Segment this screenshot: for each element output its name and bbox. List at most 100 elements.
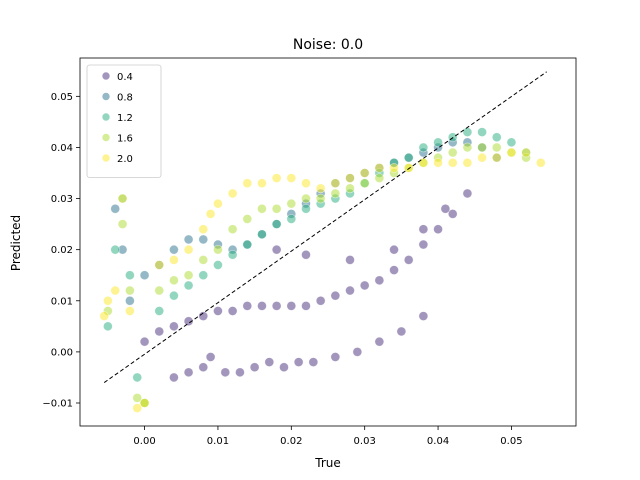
data-point: [477, 127, 487, 137]
data-point: [374, 336, 385, 347]
data-point: [491, 152, 502, 163]
data-point: [183, 316, 194, 327]
data-point: [462, 127, 473, 137]
legend-label: 1.6: [117, 134, 133, 145]
data-point: [396, 326, 407, 337]
reference-line: [103, 71, 547, 383]
data-point: [139, 270, 150, 281]
data-point: [301, 301, 311, 311]
series-1.2: [103, 127, 531, 408]
x-tick-label: 0.03: [354, 436, 376, 447]
y-tick-label: −0.01: [42, 399, 73, 410]
data-point: [169, 321, 179, 332]
y-tick-label: 0.05: [51, 92, 73, 103]
data-point: [205, 209, 216, 219]
data-point: [183, 270, 194, 281]
legend-marker: [101, 71, 111, 81]
data-point: [506, 137, 517, 148]
data-point: [213, 244, 223, 255]
data-point: [198, 311, 209, 321]
data-point: [389, 163, 399, 173]
data-point: [301, 178, 311, 189]
data-point: [301, 193, 311, 204]
data-point: [330, 352, 341, 362]
data-point: [125, 306, 135, 316]
data-point: [154, 306, 165, 316]
data-point: [535, 157, 546, 168]
data-point: [389, 244, 399, 255]
data-point: [183, 244, 194, 255]
data-point: [132, 393, 143, 403]
data-point: [271, 219, 282, 229]
x-tick-label: 0.05: [500, 436, 522, 447]
data-point: [374, 275, 385, 286]
data-point: [205, 352, 216, 362]
data-point: [257, 301, 267, 311]
data-point: [125, 270, 135, 281]
data-point: [103, 321, 113, 332]
data-point: [447, 147, 458, 158]
data-point: [477, 142, 487, 153]
data-point: [183, 280, 194, 291]
data-point: [213, 260, 223, 270]
data-point: [491, 142, 502, 153]
data-point: [271, 203, 282, 214]
data-point: [271, 301, 282, 311]
legend-label: 0.8: [117, 93, 133, 104]
plot-area: [99, 71, 547, 413]
data-point: [198, 362, 209, 373]
data-point: [403, 152, 414, 163]
data-point: [447, 209, 458, 219]
legend-label: 1.2: [117, 113, 133, 124]
data-point: [352, 347, 363, 357]
data-point: [110, 285, 121, 296]
data-point: [169, 255, 179, 265]
data-point: [418, 239, 429, 250]
data-point: [242, 214, 253, 224]
data-point: [132, 372, 143, 383]
data-point: [462, 142, 473, 153]
data-point: [301, 249, 311, 260]
axes-frame: [79, 57, 577, 427]
data-point: [359, 168, 370, 178]
legend-label: 2.0: [117, 154, 133, 165]
data-point: [374, 163, 385, 173]
data-point: [389, 265, 399, 275]
data-point: [403, 255, 414, 265]
data-point: [257, 178, 267, 189]
data-point: [279, 362, 289, 373]
data-point: [293, 357, 304, 367]
data-point: [345, 285, 355, 296]
legend: 0.4 0.8 1.2 1.6 2.0: [86, 64, 162, 178]
data-point: [249, 362, 260, 373]
y-tick-label: 0.01: [51, 296, 73, 307]
data-point: [440, 203, 451, 214]
data-point: [308, 357, 319, 367]
data-point: [462, 157, 473, 168]
data-point: [433, 137, 443, 148]
data-point: [257, 203, 267, 214]
data-point: [132, 403, 143, 413]
data-point: [403, 163, 414, 173]
data-point: [418, 157, 429, 168]
data-point: [286, 173, 297, 183]
data-point: [139, 336, 150, 347]
x-tick-label: 0.04: [427, 436, 449, 447]
x-tick-label: 0.02: [280, 436, 302, 447]
data-point: [330, 188, 341, 199]
data-point: [418, 142, 429, 153]
data-point: [447, 157, 458, 168]
data-point: [213, 306, 223, 316]
data-point: [264, 357, 275, 367]
data-point: [198, 234, 209, 245]
data-point: [117, 219, 128, 229]
data-point: [169, 290, 179, 301]
data-point: [117, 193, 128, 204]
data-point: [169, 275, 179, 286]
series-2.0: [99, 147, 546, 413]
data-point: [242, 239, 253, 250]
y-tick-label: 0.00: [51, 347, 73, 358]
data-point: [227, 249, 238, 260]
legend-marker: [101, 92, 111, 101]
